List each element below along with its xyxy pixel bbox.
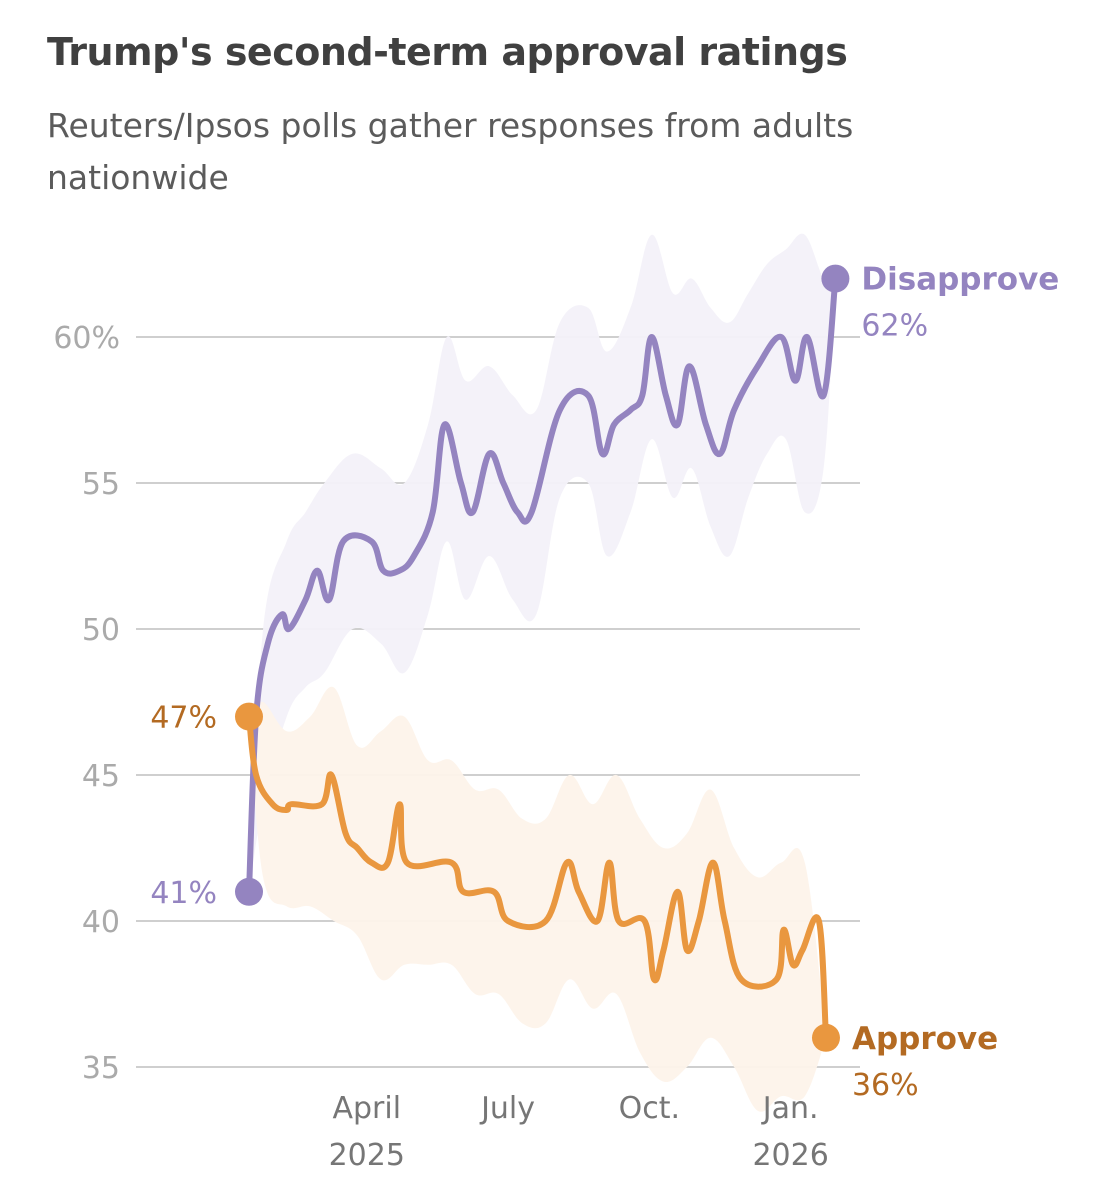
x-tick-year-2026: 2026 [752,1138,828,1173]
y-tick-label-40: 40 [82,905,120,940]
approve-band [249,686,826,1112]
x-axis-ticks: April 2025 July Oct. Jan. 2026 [329,1091,829,1173]
y-tick-label-50: 50 [82,613,120,648]
x-tick-label-jan: Jan. [761,1091,819,1126]
series-labels: 41% Disapprove 62% 47% Approve 36% [150,262,1059,1103]
x-tick-label-april: April [332,1091,401,1126]
uncertainty-bands [249,233,836,1112]
chart-subtitle: Reuters/Ipsos polls gather responses fro… [47,106,854,197]
x-tick-label-oct: Oct. [619,1091,680,1126]
disapprove-end-dot [821,264,850,293]
disapprove-end-value: 62% [861,309,928,344]
y-tick-label-45: 45 [82,759,120,794]
y-axis-ticks: 60% 55 50 45 40 35 [53,321,120,1086]
disapprove-start-value: 41% [150,876,217,911]
approve-end-value: 36% [852,1068,919,1103]
approve-series-name: Approve [852,1021,998,1057]
approve-line [246,713,829,1041]
disapprove-start-dot [235,877,263,906]
x-tick-label-july: July [479,1091,535,1126]
disapprove-series-name: Disapprove [861,262,1059,298]
series-endpoints [235,264,850,1052]
chart-title: Trump's second-term approval ratings [47,30,848,74]
x-tick-year-2025: 2025 [329,1138,405,1173]
y-tick-label-55: 55 [82,467,120,502]
disapprove-line [246,275,839,895]
series-lines [246,275,839,1041]
y-tick-label-35: 35 [82,1051,120,1086]
approve-start-value: 47% [150,701,217,736]
disapprove-band [249,233,836,892]
approve-start-dot [235,702,263,731]
approve-end-dot [811,1023,840,1052]
y-tick-label-60: 60% [53,321,120,356]
